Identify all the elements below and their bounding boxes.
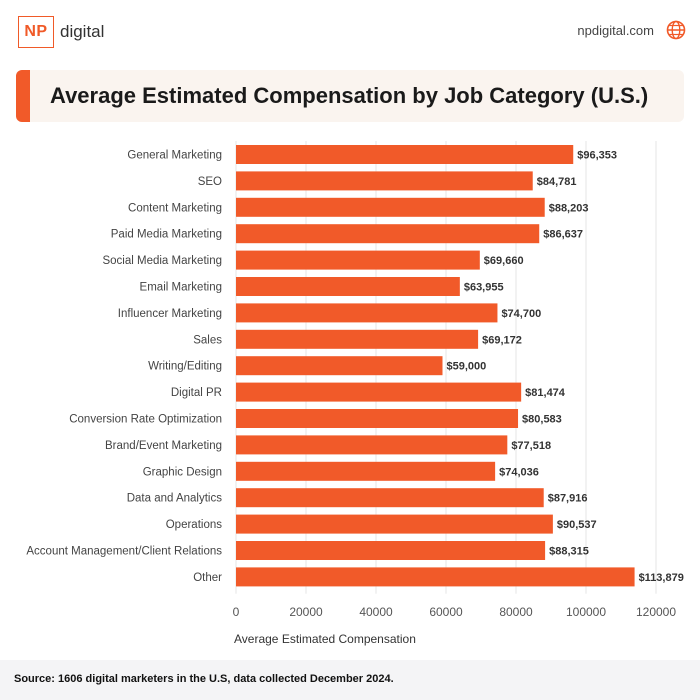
chart-title: Average Estimated Compensation by Job Ca… — [50, 83, 649, 108]
bar — [236, 329, 479, 349]
category-label: Data and Analytics — [127, 493, 223, 505]
value-label: $88,315 — [549, 546, 589, 558]
chart-ticks: 0 20000 40000 60000 80000 100000 120000 General… — [26, 150, 676, 619]
value-label: $88,203 — [549, 202, 589, 214]
value-label: $74,700 — [501, 308, 541, 320]
globe-icon[interactable] — [666, 20, 686, 40]
value-label: $80,583 — [522, 414, 562, 426]
value-label: $59,000 — [447, 361, 487, 373]
bar — [236, 277, 460, 296]
bar — [236, 409, 519, 428]
footer: Source: 1606 digital marketers in the U.… — [0, 660, 700, 700]
bar — [236, 224, 540, 244]
category-label: Account Management/Client Relations — [26, 546, 222, 558]
site-link[interactable]: npdigital.com — [577, 23, 654, 38]
category-label: Operations — [166, 519, 223, 531]
source-note: Source: 1606 digital marketers in the U.… — [14, 673, 394, 685]
x-tick-label: 20000 — [289, 605, 323, 619]
value-label: $74,036 — [499, 466, 539, 478]
x-tick-label: 80000 — [499, 605, 533, 619]
bar-chart: $96,353 $84,781 $88,203 $86,637 $69,660 $63,9… — [26, 141, 684, 646]
x-tick-label: 100000 — [566, 605, 606, 619]
bar — [236, 382, 522, 402]
bar — [236, 197, 545, 217]
value-label: $81,474 — [525, 387, 566, 399]
category-label: Social Media Marketing — [102, 255, 222, 267]
bar — [236, 145, 574, 164]
title-band: Average Estimated Compensation by Job Ca… — [16, 70, 684, 122]
category-label: General Marketing — [127, 150, 222, 162]
bar — [236, 541, 546, 560]
chart-bars: $96,353 $84,781 $88,203 $86,637 $69,660 $63,9… — [236, 145, 684, 587]
value-label: $90,537 — [557, 519, 597, 531]
category-label: Influencer Marketing — [118, 308, 222, 320]
bar — [236, 435, 508, 455]
bar — [236, 488, 544, 508]
bar — [236, 303, 498, 323]
category-label: Content Marketing — [128, 202, 222, 214]
category-label: Writing/Editing — [148, 361, 222, 373]
x-tick-label: 120000 — [636, 605, 676, 619]
category-label: Email Marketing — [140, 282, 222, 294]
category-label: Sales — [193, 334, 222, 346]
category-label: Paid Media Marketing — [111, 229, 222, 241]
category-label: SEO — [198, 176, 222, 188]
logo-mark: NP — [18, 16, 54, 48]
np-digital-logo: NP digital — [18, 16, 104, 48]
bar — [236, 171, 533, 191]
bar — [236, 567, 635, 587]
category-label: Graphic Design — [143, 466, 222, 478]
value-label: $77,518 — [511, 440, 551, 452]
value-label: $86,637 — [543, 229, 583, 241]
x-tick-label: 0 — [233, 605, 240, 619]
x-axis-label: Average Estimated Compensation — [234, 632, 416, 646]
value-label: $84,781 — [537, 176, 577, 188]
bar — [236, 356, 443, 376]
value-label: $69,172 — [482, 334, 522, 346]
value-label: $113,879 — [639, 572, 684, 584]
value-label: $69,660 — [484, 255, 524, 267]
category-label: Conversion Rate Optimization — [69, 414, 222, 426]
x-tick-label: 60000 — [429, 605, 463, 619]
logo-word: digital — [60, 22, 105, 41]
category-label: Brand/Event Marketing — [105, 440, 222, 452]
title-accent — [16, 70, 30, 122]
value-label: $87,916 — [548, 493, 588, 505]
value-label: $96,353 — [577, 150, 617, 162]
category-label: Other — [193, 572, 222, 584]
bar — [236, 514, 553, 534]
category-label: Digital PR — [171, 387, 222, 399]
value-label: $63,955 — [464, 282, 504, 294]
bar — [236, 250, 480, 270]
bar — [236, 461, 496, 481]
x-tick-label: 40000 — [359, 605, 393, 619]
